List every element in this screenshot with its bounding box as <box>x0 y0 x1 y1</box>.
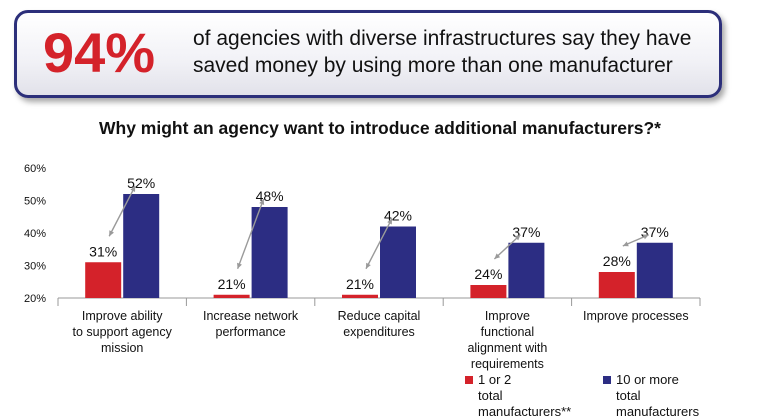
data-label: 52% <box>127 175 155 191</box>
y-tick-label: 40% <box>24 228 46 240</box>
y-tick-label: 30% <box>24 261 46 273</box>
bar-series-2 <box>508 242 545 298</box>
legend-label-series-1: 1 or 2 total manufacturers** <box>478 372 572 419</box>
arrow-head <box>514 234 521 241</box>
bar-series-2 <box>380 226 416 298</box>
bar-chart: 20% 30% 40% 50% 60% 31% 52% Improve ability to s… <box>24 163 701 371</box>
comparison-arrow <box>108 185 136 237</box>
y-tick-label: 50% <box>24 196 46 208</box>
arrow-head <box>642 234 649 240</box>
x-category-label: Improve processes <box>583 309 689 323</box>
arrow-head <box>387 218 392 225</box>
bar-series-1 <box>342 294 378 298</box>
y-tick-label: 20% <box>24 293 46 305</box>
chart-title: Why might an agency want to introduce ad… <box>98 118 661 138</box>
headline-percent: 94% <box>43 21 156 84</box>
comparison-arrow <box>236 198 265 269</box>
data-label: 28% <box>603 253 631 269</box>
x-category-label: Increase network performance <box>203 309 299 339</box>
arrow-head <box>130 186 136 192</box>
comparison-arrow <box>365 218 393 270</box>
x-category-label: Reduce capital expenditures <box>338 309 421 339</box>
legend-swatch-series-2 <box>603 376 611 384</box>
data-label: 48% <box>256 188 284 204</box>
bar-series-1 <box>598 272 635 298</box>
data-label: 21% <box>346 276 374 292</box>
y-tick-label: 60% <box>24 163 46 175</box>
arrow-head <box>237 262 242 269</box>
headline-callout: 94% of agencies with diverse infrastruct… <box>14 10 722 98</box>
legend-label-series-2: 10 or more total manufacturers <box>616 372 700 419</box>
bar-series-1 <box>213 294 250 298</box>
arrow-head <box>622 241 629 247</box>
data-label: 31% <box>89 243 117 259</box>
x-category-label: Improve functional alignment with requireme… <box>467 309 547 371</box>
arrow-head <box>494 253 501 259</box>
headline-text: of agencies with diverse infrastructures… <box>193 27 692 77</box>
data-label: 24% <box>474 266 502 282</box>
bar-series-2 <box>123 194 160 298</box>
comparison-arrow <box>493 234 521 260</box>
x-category-label: Improve ability to support agency mission <box>73 309 173 355</box>
bar-series-2 <box>636 242 673 298</box>
arrow-head <box>259 199 265 205</box>
bar-series-1 <box>85 262 122 298</box>
data-label: 42% <box>384 208 412 224</box>
arrow-head <box>109 230 115 237</box>
data-label: 21% <box>218 276 246 292</box>
bar-series-2 <box>251 207 288 298</box>
arrow-head <box>366 262 371 269</box>
legend-swatch-series-1 <box>465 376 473 384</box>
bar-series-1 <box>470 285 507 298</box>
